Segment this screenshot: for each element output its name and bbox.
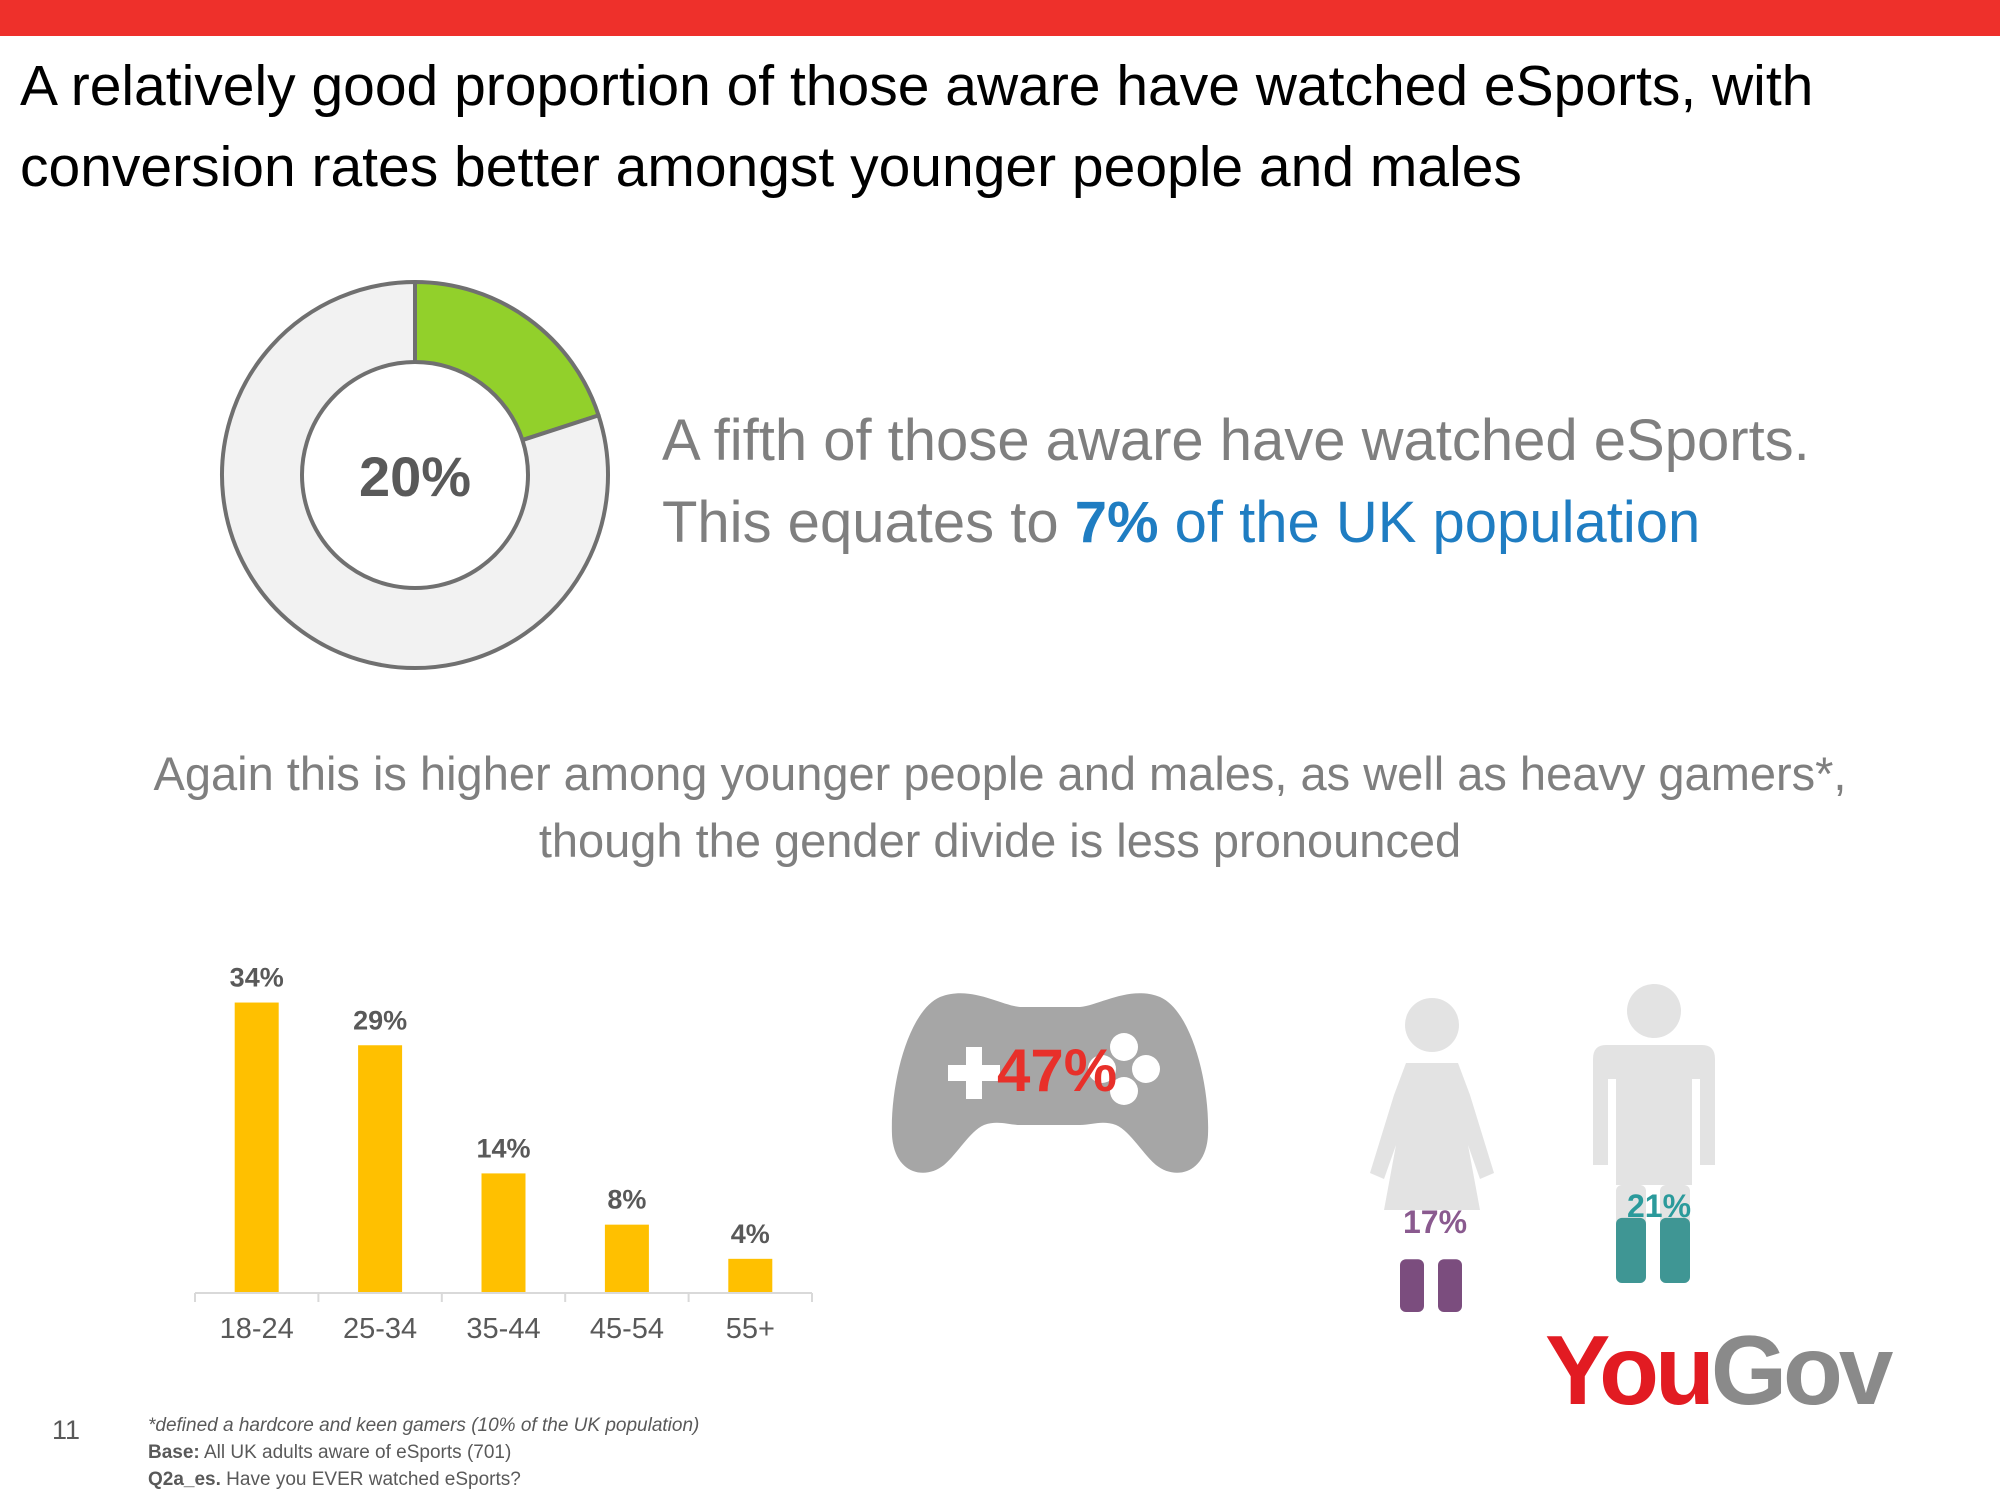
x-axis-label: 35-44 — [466, 1313, 540, 1345]
male-figure: 21% — [1593, 984, 1715, 1283]
male-value-label: 21% — [1627, 1188, 1691, 1224]
bar-45-54 — [604, 1224, 649, 1293]
gender-figures: 17% 21% — [1370, 984, 1715, 1312]
x-axis-ticks — [194, 1293, 813, 1302]
female-value-label: 17% — [1403, 1204, 1467, 1240]
subheading: Again this is higher among younger peopl… — [60, 740, 1940, 874]
bar-value-label: 4% — [731, 1219, 770, 1249]
male-leg-right — [1660, 1217, 1690, 1283]
gamepad-icon — [891, 993, 1209, 1173]
donut-slice-not-watched — [220, 280, 610, 670]
headline-highlight: 7% of the UK population — [1075, 490, 1701, 555]
gamepad-button-top — [1110, 1033, 1138, 1061]
bar-18-24 — [234, 1002, 279, 1293]
gamepad-graphic: 47% — [891, 993, 1209, 1173]
footnotes: *defined a hardcore and keen gamers (10%… — [148, 1412, 699, 1493]
footnote-base-text: All UK adults aware of eSports (701) — [199, 1442, 512, 1463]
female-leg-left — [1400, 1259, 1424, 1312]
bar-35-44 — [481, 1173, 526, 1293]
bar-value-label: 14% — [476, 1133, 530, 1163]
headline-line-1: A fifth of those aware have watched eSpo… — [662, 408, 1810, 473]
gamepad-button-right — [1132, 1055, 1160, 1083]
female-head-icon — [1405, 998, 1459, 1052]
headline-highlight-value: 7% — [1074, 490, 1159, 555]
page-number: 11 — [52, 1415, 81, 1445]
yougov-logo: YouGov — [1545, 1320, 1893, 1420]
male-head-icon — [1627, 984, 1681, 1038]
gamepad-value-label: 47% — [997, 1037, 1117, 1104]
x-axis-label: 45-54 — [590, 1313, 664, 1345]
slide-title: A relatively good proportion of those aw… — [20, 54, 1814, 199]
bar-55+ — [728, 1258, 773, 1293]
bar-25-34 — [358, 1045, 403, 1293]
footnote-base-label: Base: — [148, 1442, 200, 1463]
logo-you: You — [1545, 1315, 1715, 1425]
male-torso-icon — [1593, 1045, 1715, 1185]
footnote-question: Q2a_es. Have you EVER watched eSports? — [148, 1466, 699, 1493]
donut-chart: 20% — [220, 280, 610, 670]
logo-gov: Gov — [1710, 1315, 1894, 1425]
headline-line-2: This equates to 7% of the UK population — [662, 482, 1962, 564]
bar-marks: 34% 18-24 29% 25-34 14% 35-44 8% 45-54 4% 55+ — [220, 963, 775, 1345]
bar-value-label: 8% — [607, 1185, 646, 1215]
donut-slices — [220, 280, 610, 670]
gamepad-button-bottom — [1110, 1077, 1138, 1105]
headline-prefix: This equates to — [662, 490, 1075, 555]
headline: A fifth of those aware have watched eSpo… — [662, 400, 1962, 564]
female-dress-icon — [1370, 1063, 1494, 1210]
male-leg-left — [1616, 1217, 1646, 1283]
x-axis-label: 18-24 — [220, 1313, 294, 1345]
x-axis-label: 55+ — [726, 1313, 775, 1345]
headline-highlight-rest: of the UK population — [1158, 490, 1701, 555]
subheading-line-2: though the gender divide is less pronoun… — [538, 814, 1462, 867]
female-figure: 17% — [1370, 998, 1494, 1312]
gamepad-button-left — [1088, 1055, 1116, 1083]
bar-value-label: 34% — [230, 963, 284, 993]
age-bar-chart: 34% 18-24 29% 25-34 14% 35-44 8% 45-54 4% 55+ — [194, 963, 813, 1345]
x-axis-label: 25-34 — [343, 1313, 417, 1345]
donut-center-label: 20% — [359, 445, 471, 508]
gamepad-dpad — [948, 1047, 1000, 1099]
bar-value-label: 29% — [353, 1005, 407, 1035]
footnote-question-text: Have you EVER watched eSports? — [220, 1469, 521, 1490]
top-accent-bar — [0, 0, 2000, 36]
footnote-question-label: Q2a_es. — [148, 1469, 221, 1490]
donut-slice-watched — [413, 280, 601, 443]
footnote-definition: *defined a hardcore and keen gamers (10%… — [148, 1415, 700, 1436]
subheading-line-1: Again this is higher among younger peopl… — [153, 747, 1847, 800]
female-leg-right — [1438, 1259, 1462, 1312]
footnote-base: Base: All UK adults aware of eSports (70… — [148, 1439, 699, 1466]
